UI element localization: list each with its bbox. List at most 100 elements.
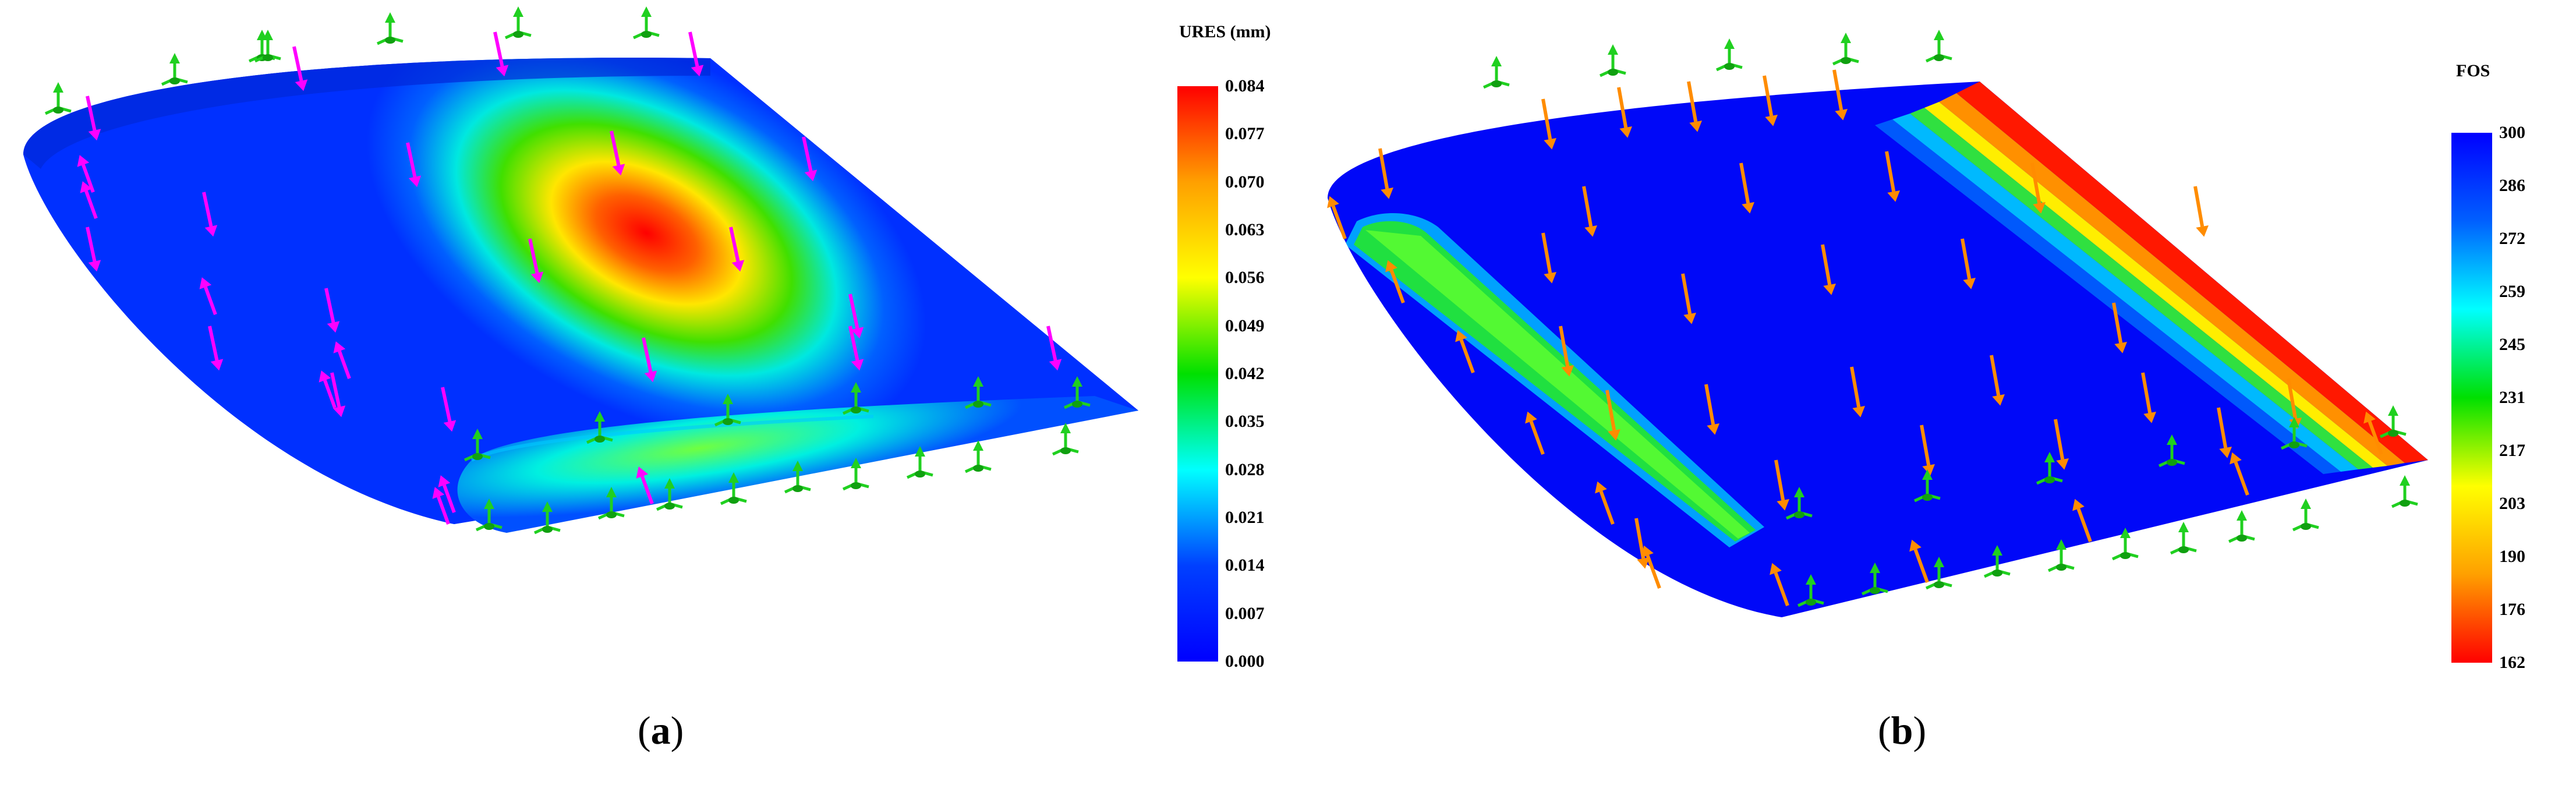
load-arrow-head: [1992, 394, 2005, 406]
fixture-icon: [784, 461, 811, 494]
legend-tick-label: 0.063: [1225, 220, 1265, 239]
fixture-icon: [2158, 434, 2185, 468]
load-arrow-shaft: [2054, 419, 2065, 460]
load-arrow-shaft: [1821, 244, 1832, 285]
load-arrow-head: [1544, 138, 1556, 150]
fixture-icon: [533, 501, 561, 535]
load-arrow-head: [2072, 498, 2085, 511]
load-arrow-head: [1765, 115, 1778, 126]
load-arrow-head: [731, 260, 745, 272]
load-arrow-head: [612, 164, 625, 176]
legend-tick-label: 217: [2499, 441, 2525, 460]
legend-tick-label: 0.014: [1225, 556, 1265, 575]
panel-b-fixtures: [1482, 30, 2418, 607]
load-arrow-head: [1049, 359, 1062, 371]
load-arrow-head: [1608, 429, 1620, 441]
load-arrow-head: [77, 155, 90, 167]
load-arrow-shaft: [1331, 205, 1347, 240]
load-arrow-shaft: [1559, 326, 1570, 367]
caption-b-letter: b: [1891, 708, 1913, 752]
load-arrow-shaft: [802, 136, 813, 172]
fixture-icon: [632, 6, 660, 40]
fixture-icon: [1063, 376, 1091, 409]
load-arrow-head: [636, 466, 649, 479]
load-arrow-head: [1922, 464, 1935, 476]
fixture-icon: [586, 411, 613, 444]
load-arrow-shaft: [2030, 162, 2041, 204]
legend-tick-label: 0.049: [1225, 316, 1265, 335]
load-arrow-head: [691, 65, 704, 77]
load-arrow-shaft: [1687, 81, 1698, 122]
load-arrow-head: [1770, 563, 1782, 575]
load-arrow-shaft: [2193, 186, 2205, 227]
legend-tick-label: 231: [2499, 388, 2525, 407]
load-arrow-shaft: [1920, 425, 1931, 466]
load-arrow-head: [1835, 109, 1848, 121]
fixture-icon: [1785, 487, 1813, 520]
load-arrow-shaft: [1774, 572, 1789, 607]
panel-b-wing-surface: [1328, 82, 2428, 617]
fixture-icon: [720, 472, 747, 505]
load-arrow-shaft: [2141, 372, 2152, 413]
fixture-icon: [504, 6, 532, 40]
load-arrow-shaft: [441, 387, 452, 422]
load-arrow-head: [644, 370, 657, 383]
load-arrow-head: [1683, 313, 1696, 324]
load-arrow-head: [1544, 272, 1556, 284]
legend-tick-label: 0.070: [1225, 172, 1265, 192]
fixture-icon: [2170, 522, 2197, 555]
load-arrow-shaft: [1850, 366, 1861, 408]
load-arrow-head: [851, 359, 864, 371]
load-arrow-head: [1595, 481, 1607, 494]
load-arrow-shaft: [406, 142, 417, 178]
load-arrow-head: [1637, 557, 1650, 569]
load-arrow-shaft: [1885, 151, 1896, 192]
load-arrow-shaft: [528, 238, 539, 274]
load-arrow-head: [1385, 260, 1397, 273]
fixture-icon: [656, 478, 683, 511]
load-arrow-shaft: [330, 372, 341, 408]
legend-tick-label: 300: [2499, 123, 2525, 142]
legend-a-title: URES (mm): [1179, 22, 1271, 41]
legend-a-colorbar: [1177, 86, 1218, 662]
load-arrow-shaft: [1541, 232, 1552, 274]
load-arrow-shaft: [1046, 326, 1057, 361]
panel-a-fixtures: [44, 6, 1091, 535]
load-arrow-shaft: [1990, 355, 2001, 396]
load-arrow-shaft: [2217, 407, 2228, 448]
load-arrow-head: [2230, 452, 2242, 465]
load-arrow-shaft: [1605, 390, 1616, 431]
load-arrow-shaft: [1378, 148, 1389, 189]
load-arrow-head: [804, 169, 818, 182]
fixture-icon: [2036, 452, 2063, 485]
legend-tick-label: 0.035: [1225, 412, 1265, 432]
load-arrow-head: [295, 79, 308, 91]
load-arrow-head: [2033, 202, 2046, 214]
load-arrow-shaft: [729, 227, 740, 262]
load-arrow-shaft: [323, 379, 337, 409]
load-arrow-head: [530, 271, 544, 284]
load-arrow-head: [80, 181, 93, 193]
load-arrow-shaft: [1389, 269, 1405, 304]
legend-tick-label: 0.000: [1225, 652, 1265, 671]
load-arrow-head: [332, 405, 346, 418]
load-arrow-head: [204, 225, 218, 237]
load-arrow-head: [1777, 499, 1789, 511]
load-arrow-head: [1561, 365, 1574, 377]
load-arrow-head: [333, 341, 346, 353]
load-arrow-head: [1455, 330, 1467, 342]
load-arrow-head: [1963, 278, 1976, 289]
fixture-icon: [1482, 56, 1510, 89]
load-arrow-head: [210, 359, 224, 371]
legend-tick-label: 0.028: [1225, 459, 1265, 479]
load-arrow-shaft: [1634, 518, 1646, 559]
fixture-icon: [842, 382, 869, 415]
load-arrow-shaft: [642, 337, 653, 373]
legend-tick-label: 0.042: [1225, 364, 1265, 383]
load-arrow-shaft: [1617, 87, 1628, 128]
load-arrow-shaft: [208, 326, 219, 361]
fixture-icon: [842, 458, 869, 491]
load-arrow-head: [432, 487, 445, 499]
load-arrow-head: [1742, 202, 1754, 214]
